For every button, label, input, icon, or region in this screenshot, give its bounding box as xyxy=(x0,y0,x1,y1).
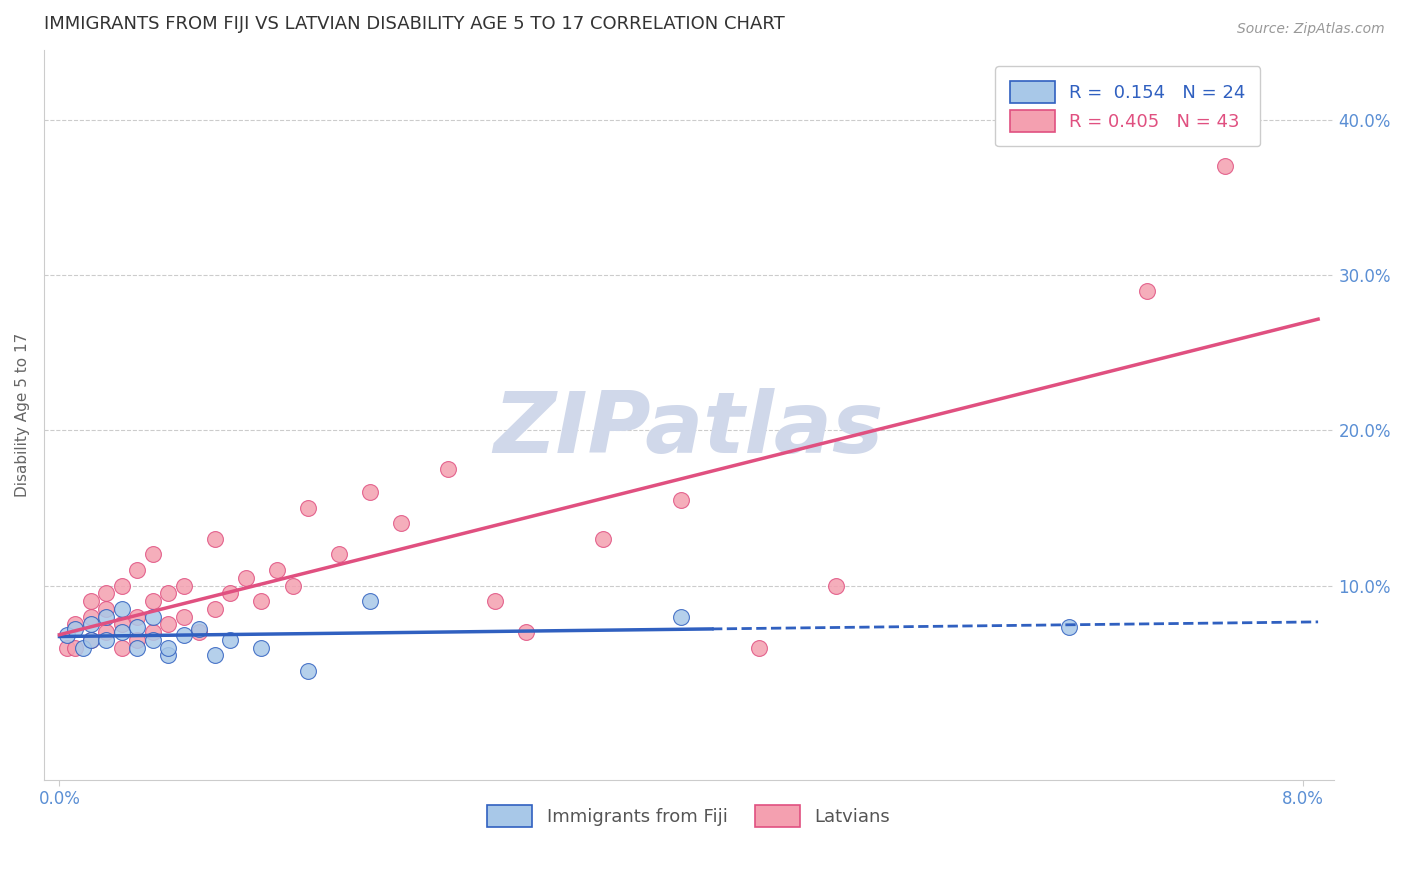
Point xyxy=(110,602,132,616)
Point xyxy=(110,578,132,592)
Point xyxy=(389,516,412,531)
Point xyxy=(157,640,180,655)
Point xyxy=(127,640,149,655)
Point xyxy=(204,648,226,663)
Point xyxy=(94,609,117,624)
Point xyxy=(328,548,350,562)
Point xyxy=(79,594,101,608)
Point xyxy=(281,578,304,592)
Point xyxy=(515,625,537,640)
Point xyxy=(110,617,132,632)
Point xyxy=(219,632,242,647)
Point xyxy=(94,632,117,647)
Point xyxy=(173,578,195,592)
Point xyxy=(1059,620,1081,634)
Point xyxy=(188,622,211,636)
Point xyxy=(250,594,273,608)
Text: ZIPatlas: ZIPatlas xyxy=(494,388,884,471)
Point xyxy=(79,632,101,647)
Point xyxy=(127,609,149,624)
Point xyxy=(110,625,132,640)
Point xyxy=(825,578,848,592)
Point xyxy=(359,485,381,500)
Point xyxy=(127,563,149,577)
Point xyxy=(142,609,165,624)
Point xyxy=(79,617,101,632)
Point xyxy=(592,532,614,546)
Point xyxy=(142,632,165,647)
Point xyxy=(79,609,101,624)
Point xyxy=(748,640,770,655)
Point xyxy=(157,617,180,632)
Point xyxy=(235,571,257,585)
Point xyxy=(484,594,506,608)
Point xyxy=(157,586,180,600)
Point xyxy=(173,609,195,624)
Point xyxy=(669,609,692,624)
Point xyxy=(142,548,165,562)
Point xyxy=(56,628,79,642)
Text: IMMIGRANTS FROM FIJI VS LATVIAN DISABILITY AGE 5 TO 17 CORRELATION CHART: IMMIGRANTS FROM FIJI VS LATVIAN DISABILI… xyxy=(44,15,785,33)
Point xyxy=(188,625,211,640)
Point xyxy=(142,625,165,640)
Point xyxy=(56,640,79,655)
Point xyxy=(359,594,381,608)
Point xyxy=(142,594,165,608)
Point xyxy=(669,493,692,508)
Point xyxy=(437,462,460,476)
Point xyxy=(219,586,242,600)
Point xyxy=(204,602,226,616)
Point xyxy=(1213,159,1236,173)
Point xyxy=(297,664,319,678)
Point xyxy=(1136,284,1159,298)
Point xyxy=(127,632,149,647)
Point xyxy=(72,640,94,655)
Point xyxy=(250,640,273,655)
Y-axis label: Disability Age 5 to 17: Disability Age 5 to 17 xyxy=(15,333,30,497)
Point xyxy=(94,602,117,616)
Point xyxy=(94,586,117,600)
Point xyxy=(63,622,86,636)
Point xyxy=(297,500,319,515)
Point xyxy=(173,628,195,642)
Legend: Immigrants from Fiji, Latvians: Immigrants from Fiji, Latvians xyxy=(478,797,900,837)
Point xyxy=(63,617,86,632)
Point xyxy=(266,563,288,577)
Point xyxy=(79,632,101,647)
Point xyxy=(204,532,226,546)
Point xyxy=(127,620,149,634)
Point xyxy=(94,625,117,640)
Text: Source: ZipAtlas.com: Source: ZipAtlas.com xyxy=(1237,22,1385,37)
Point xyxy=(110,640,132,655)
Point xyxy=(157,648,180,663)
Point xyxy=(63,640,86,655)
